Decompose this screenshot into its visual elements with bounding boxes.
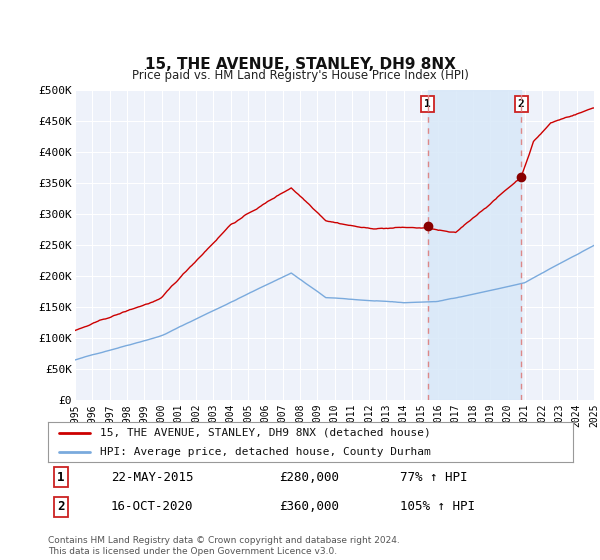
Text: 1: 1 (58, 470, 65, 484)
Text: 2: 2 (58, 500, 65, 513)
Text: £360,000: £360,000 (279, 500, 339, 513)
Text: Contains HM Land Registry data © Crown copyright and database right 2024.
This d: Contains HM Land Registry data © Crown c… (48, 536, 400, 556)
Text: Price paid vs. HM Land Registry's House Price Index (HPI): Price paid vs. HM Land Registry's House … (131, 69, 469, 82)
Text: 1: 1 (424, 99, 431, 109)
Text: 105% ↑ HPI: 105% ↑ HPI (400, 500, 475, 513)
Bar (428, 90, 521, 400)
Text: £280,000: £280,000 (279, 470, 339, 484)
Text: HPI: Average price, detached house, County Durham: HPI: Average price, detached house, Coun… (101, 447, 431, 457)
Text: 15, THE AVENUE, STANLEY, DH9 8NX (detached house): 15, THE AVENUE, STANLEY, DH9 8NX (detach… (101, 428, 431, 438)
Text: 16-OCT-2020: 16-OCT-2020 (111, 500, 193, 513)
Text: 22-MAY-2015: 22-MAY-2015 (111, 470, 193, 484)
Text: 15, THE AVENUE, STANLEY, DH9 8NX: 15, THE AVENUE, STANLEY, DH9 8NX (145, 57, 455, 72)
Text: 2: 2 (518, 99, 524, 109)
Text: 77% ↑ HPI: 77% ↑ HPI (400, 470, 467, 484)
